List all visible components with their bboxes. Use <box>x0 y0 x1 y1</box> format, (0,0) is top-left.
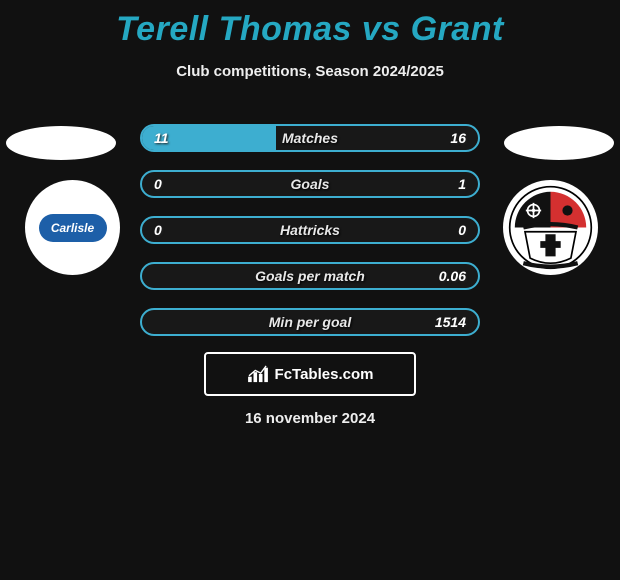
row-value-right: 1514 <box>435 310 466 334</box>
row-value-left: 0 <box>154 172 162 196</box>
ellipse-decoration-right <box>504 126 614 160</box>
bromley-crest-icon <box>508 185 593 270</box>
stat-row: 0.06Goals per match <box>140 262 480 290</box>
stat-rows: 1116Matches01Goals00Hattricks0.06Goals p… <box>140 124 480 354</box>
club-badge-left: Carlisle <box>25 180 120 275</box>
stat-row: 1514Min per goal <box>140 308 480 336</box>
date-text: 16 november 2024 <box>0 410 620 427</box>
row-label: Min per goal <box>142 310 478 334</box>
row-label: Goals <box>142 172 478 196</box>
brand-text: FcTables.com <box>275 366 374 383</box>
stat-row: 1116Matches <box>140 124 480 152</box>
club-badge-right <box>503 180 598 275</box>
row-value-right: 1 <box>458 172 466 196</box>
bars-icon <box>247 365 269 383</box>
row-label: Goals per match <box>142 264 478 288</box>
row-value-right: 16 <box>450 126 466 150</box>
brand-box: FcTables.com <box>204 352 416 396</box>
row-value-right: 0 <box>458 218 466 242</box>
row-value-left: 0 <box>154 218 162 242</box>
ellipse-decoration-left <box>6 126 116 160</box>
carlisle-logo: Carlisle <box>39 214 107 242</box>
stat-row: 0 0Hattricks <box>140 216 480 244</box>
page-title: Terell Thomas vs Grant <box>0 0 620 49</box>
row-value-right: 0.06 <box>439 264 466 288</box>
row-value-left: 11 <box>154 126 169 150</box>
row-label: Hattricks <box>142 218 478 242</box>
stat-row: 0 1Goals <box>140 170 480 198</box>
subtitle: Club competitions, Season 2024/2025 <box>0 63 620 80</box>
